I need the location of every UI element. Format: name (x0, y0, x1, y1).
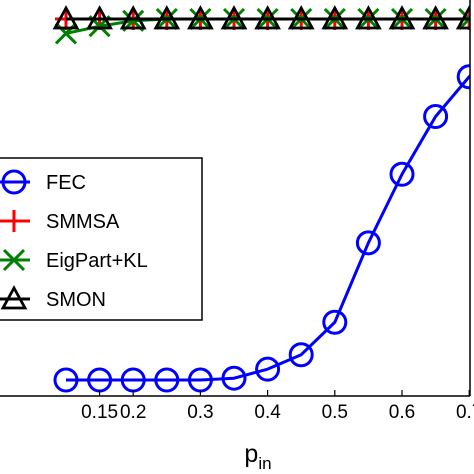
series-0-point-5 (221, 365, 247, 391)
legend-label-1: SMMSA (46, 211, 120, 233)
legend-label-3: SMON (46, 289, 106, 311)
legend-marker-2 (2, 248, 26, 272)
plot-area (52, 5, 470, 393)
legend-marker-1 (3, 210, 25, 232)
series-0-point-7 (288, 342, 314, 368)
x-tick-label-6: 0.7 (456, 402, 474, 423)
x-axis-label: pin (244, 440, 271, 473)
x-tick-label-3: 0.4 (254, 402, 281, 423)
series-fec (53, 64, 470, 393)
x-axis: 0.150.2 0.3 0.4 0.5 0.6 0.7 (0, 0, 474, 423)
series-3-point-9 (355, 5, 382, 30)
series-0-point-9 (355, 230, 381, 256)
series-3-point-11 (422, 5, 449, 30)
x-tick-label-0: 0.15 (81, 402, 118, 423)
series-3-point-3 (153, 5, 181, 30)
series-3-point-6 (254, 5, 281, 30)
series-layer (52, 5, 470, 393)
series-3-point-8 (321, 5, 349, 30)
legend-label-2: EigPart+KL (46, 250, 148, 272)
x-tick-label-4: 0.5 (322, 402, 348, 423)
series-0-point-3 (154, 367, 180, 393)
legend-box (0, 157, 203, 321)
x-axis-label-subscript: in (258, 454, 271, 473)
legend-entry-0: FEC (0, 169, 86, 195)
legend-marker-2-b (2, 248, 26, 272)
x-tick-label-1: 0.2 (120, 402, 146, 423)
series-3-point-7 (287, 5, 315, 30)
legend-marker-0 (1, 169, 27, 195)
series-0-point-10 (389, 161, 415, 187)
series-3-point-10 (388, 5, 416, 30)
series-0-point-0 (53, 367, 79, 393)
series-3-point-4 (187, 5, 214, 30)
series-3-point-1 (86, 5, 113, 30)
series-0-point-8 (322, 309, 348, 335)
legend-entry-2: EigPart+KL (0, 248, 148, 272)
series-3-point-12 (455, 5, 470, 30)
legend-entry-1: SMMSA (0, 210, 120, 233)
x-axis-label-main: p (244, 440, 258, 468)
legend-label-0: FEC (46, 172, 86, 194)
x-tick-label-5: 0.6 (389, 402, 415, 423)
x-tick-label-2: 0.3 (187, 402, 213, 423)
series-3-point-5 (220, 5, 248, 30)
legend: FEC SMMSA EigPart+KL SMON (0, 157, 203, 321)
series-3-point-2 (119, 5, 147, 30)
legend-entry-3: SMON (0, 285, 106, 311)
series-0-point-6 (255, 356, 281, 382)
series-smon (52, 5, 470, 30)
series-0-point-12 (456, 64, 470, 90)
legend-marker-3 (0, 285, 28, 310)
series-0-point-11 (423, 103, 449, 129)
series-3-point-0 (52, 5, 80, 30)
